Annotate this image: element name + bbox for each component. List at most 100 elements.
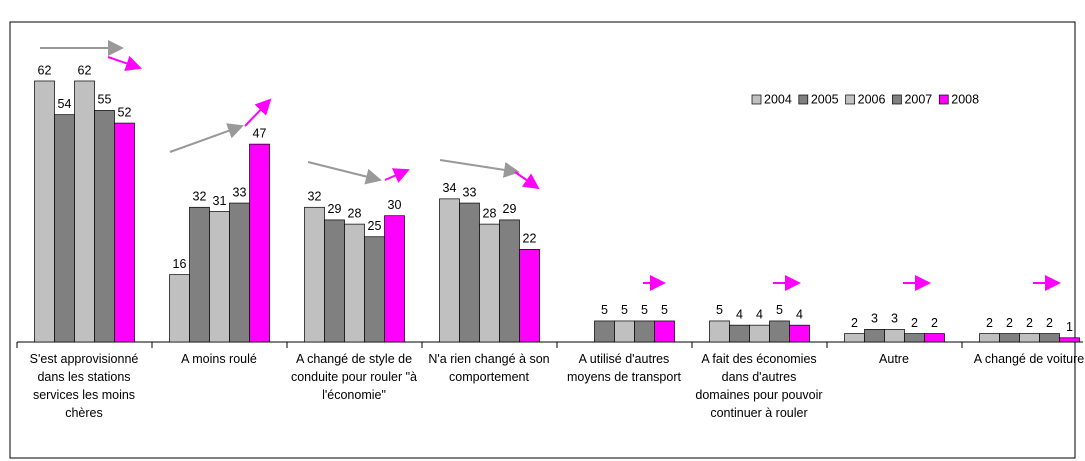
- data-label: 4: [756, 307, 763, 321]
- bar: [344, 223, 365, 343]
- bar: [499, 219, 520, 343]
- bar: [769, 320, 790, 343]
- data-label: 5: [621, 303, 628, 317]
- bar: [884, 329, 905, 343]
- bar: [999, 333, 1020, 343]
- bar: [654, 320, 675, 343]
- bar: [1019, 333, 1040, 343]
- legend-label: 2004: [764, 92, 792, 106]
- x-tick-label: A moins roulé: [181, 352, 257, 366]
- data-label: 1: [1066, 320, 1073, 334]
- data-label: 52: [118, 105, 132, 119]
- data-label: 29: [328, 202, 342, 216]
- bar: [324, 219, 345, 343]
- data-label: 4: [736, 307, 743, 321]
- data-label: 28: [348, 206, 362, 220]
- bar: [94, 110, 115, 343]
- bar: [904, 333, 925, 343]
- bar: [169, 274, 190, 343]
- bar: [519, 249, 540, 343]
- x-tick-label: A changé de style de conduite pour roule…: [290, 352, 418, 402]
- data-label: 16: [173, 257, 187, 271]
- bar: [749, 324, 770, 343]
- bar: [209, 211, 230, 343]
- legend-swatch: [892, 94, 902, 105]
- trend-arrows: [40, 40, 1061, 291]
- data-label: 33: [233, 185, 247, 199]
- bar: [789, 324, 810, 343]
- x-tick-label: A changé de voiture: [973, 352, 1085, 366]
- bar: [34, 80, 55, 343]
- x-tick-label: N'a rien changé à son comportement: [428, 352, 550, 384]
- data-label: 55: [98, 93, 112, 107]
- data-label: 32: [308, 190, 322, 204]
- data-label: 25: [368, 219, 382, 233]
- data-label: 5: [776, 303, 783, 317]
- data-label: 2: [1026, 316, 1033, 330]
- data-label: 33: [463, 185, 477, 199]
- chart-border: [9, 21, 1076, 459]
- data-label: 2: [931, 316, 938, 330]
- x-tick-label: A utilisé d'autres moyens de transport: [567, 352, 681, 384]
- data-label: 2: [1006, 316, 1013, 330]
- bar: [709, 320, 730, 343]
- data-label: 2: [851, 316, 858, 330]
- x-tick-label: A fait des économies dans d'autres domai…: [695, 352, 823, 420]
- bar: [439, 198, 460, 343]
- legend-swatch: [845, 94, 855, 105]
- bar: [189, 206, 210, 343]
- bar: [924, 333, 945, 343]
- data-label: 4: [796, 307, 803, 321]
- legend-label: 2005: [811, 92, 839, 106]
- data-label: 5: [641, 303, 648, 317]
- bar: [459, 202, 480, 343]
- bar: [594, 320, 615, 343]
- bar: [54, 114, 75, 343]
- bar: [114, 122, 135, 343]
- data-label: 47: [253, 126, 267, 140]
- bar: [864, 329, 885, 343]
- data-label: 34: [443, 181, 457, 195]
- legend-label: 2008: [951, 92, 979, 106]
- data-label: 62: [78, 63, 92, 77]
- bar: [364, 236, 385, 343]
- data-label: 3: [871, 312, 878, 326]
- x-tick-label: S'est approvisionné dans les stations se…: [29, 352, 139, 420]
- bar: [304, 206, 325, 343]
- bar: [729, 324, 750, 343]
- data-label: 29: [503, 202, 517, 216]
- bar: [634, 320, 655, 343]
- legend-label: 2006: [858, 92, 886, 106]
- data-label: 2: [911, 316, 918, 330]
- data-label: 28: [483, 206, 497, 220]
- data-label: 22: [523, 232, 537, 246]
- legend-label: 2007: [904, 92, 932, 106]
- bar: [979, 333, 1000, 343]
- legend-swatch: [798, 94, 809, 105]
- bar: [844, 333, 865, 343]
- bar: [1059, 337, 1080, 343]
- data-label: 5: [716, 303, 723, 317]
- bar: [1039, 333, 1060, 343]
- x-tick-label: Autre: [879, 352, 909, 366]
- data-label: 62: [38, 63, 52, 77]
- bar: [74, 80, 95, 343]
- data-label: 30: [388, 198, 402, 212]
- data-label: 5: [601, 303, 608, 317]
- data-label: 2: [986, 316, 993, 330]
- data-label: 3: [891, 312, 898, 326]
- data-label: 54: [58, 97, 72, 111]
- data-label: 5: [661, 303, 668, 317]
- bar: [614, 320, 635, 343]
- bar: [249, 143, 270, 343]
- data-label: 31: [213, 194, 227, 208]
- bar: [229, 202, 250, 343]
- legend-swatch: [751, 94, 762, 105]
- data-label: 2: [1046, 316, 1053, 330]
- data-label: 32: [193, 190, 207, 204]
- legend-swatch: [938, 94, 949, 105]
- bar: [384, 215, 405, 343]
- bar: [479, 223, 500, 343]
